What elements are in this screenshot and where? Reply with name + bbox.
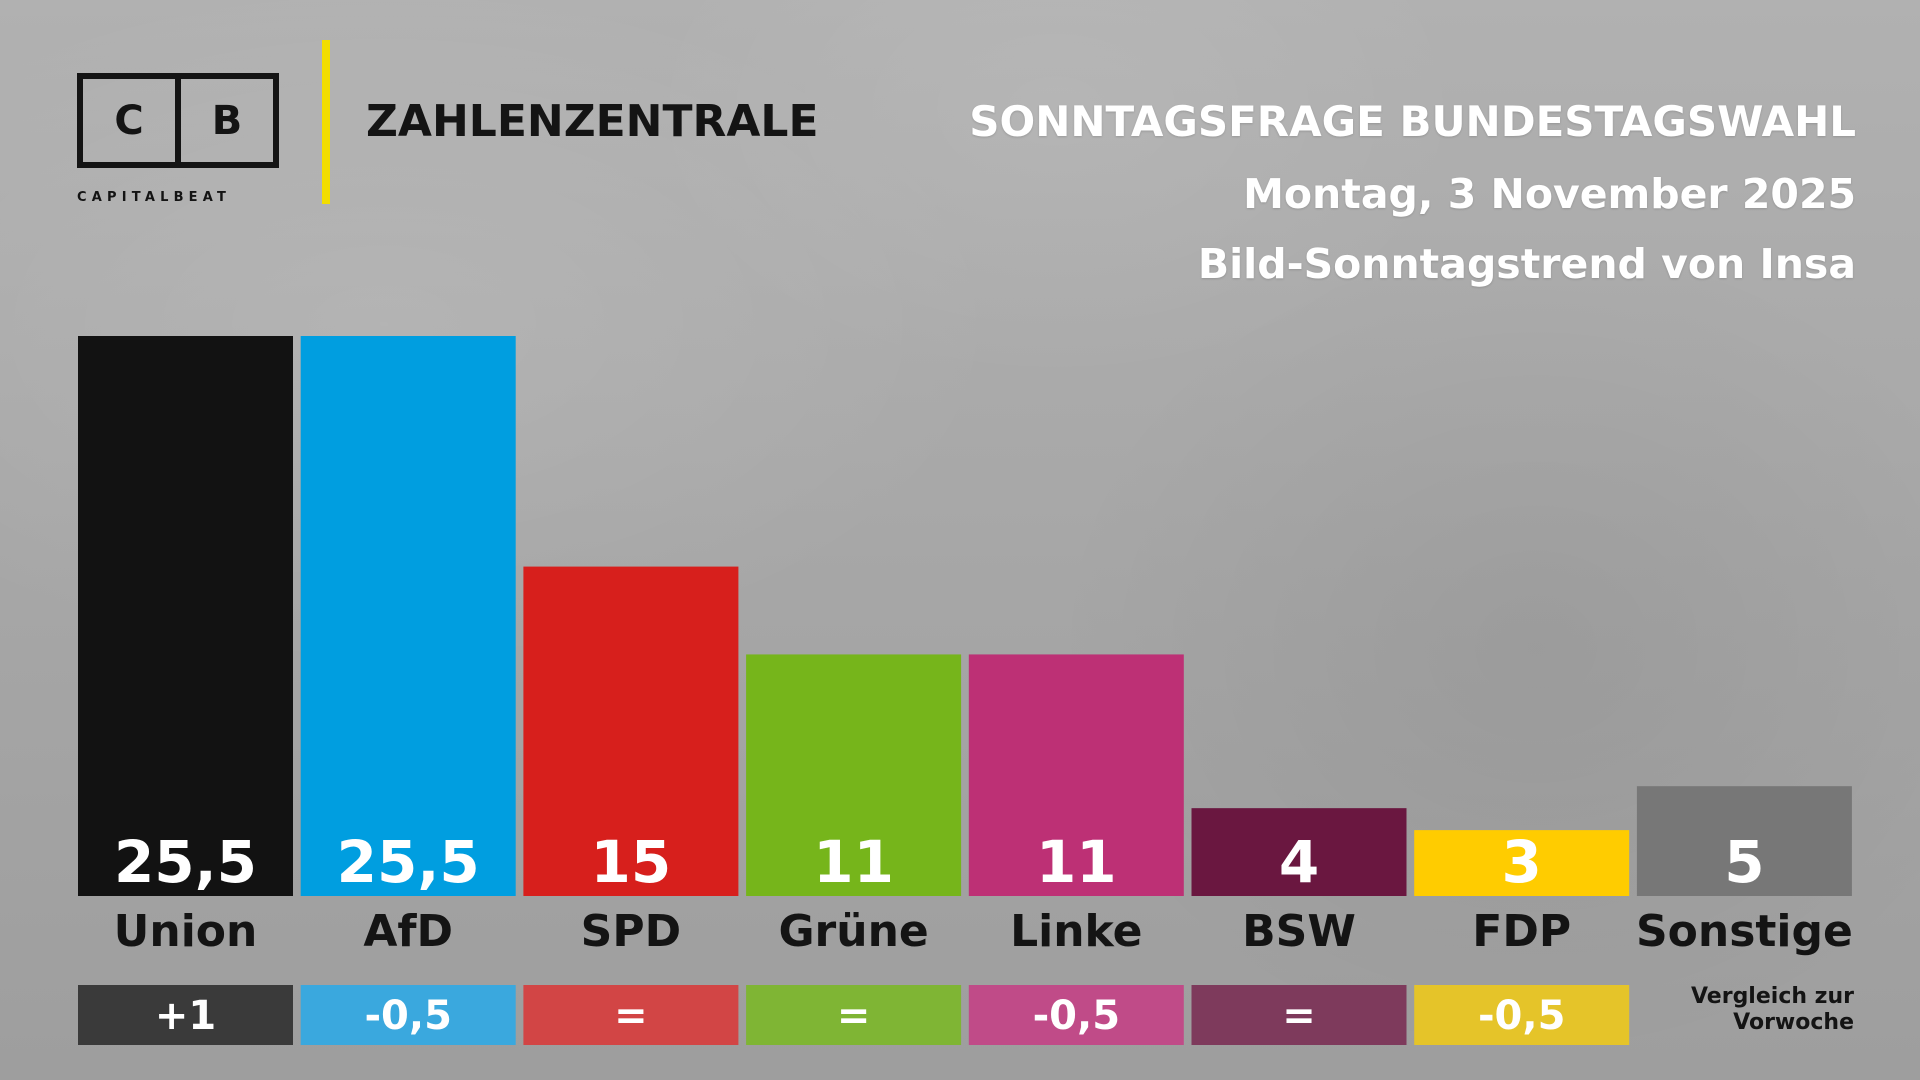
party-label-spd: SPD xyxy=(581,906,681,957)
party-label-fdp: FDP xyxy=(1472,906,1571,957)
bar-bsw xyxy=(1191,808,1407,896)
change-box-linke xyxy=(968,985,1184,1045)
bar-value-spd: 15 xyxy=(591,828,672,896)
accent-divider xyxy=(322,40,330,204)
change-label-linke: -0,5 xyxy=(1033,993,1120,1039)
bar-value-union: 25,5 xyxy=(114,828,257,896)
logo-letter-c: C xyxy=(114,97,144,144)
logo-wordmark: CAPITALBEAT xyxy=(77,190,232,205)
change-box-bsw xyxy=(1191,985,1407,1045)
change-box-fdp xyxy=(1414,985,1630,1045)
bar-value-bsw: 4 xyxy=(1279,828,1319,896)
change-label-gruene: = xyxy=(837,993,871,1039)
change-box-gruene xyxy=(746,985,962,1045)
chart-source: Bild-Sonntagstrend von Insa xyxy=(1197,240,1856,288)
change-label-spd: = xyxy=(614,993,648,1039)
capitalbeat-logo: C B xyxy=(77,73,279,168)
bar-linke xyxy=(968,654,1184,896)
change-box-union xyxy=(78,985,293,1045)
party-label-afd: AfD xyxy=(363,906,453,957)
change-label-afd: -0,5 xyxy=(364,993,451,1039)
party-label-union: Union xyxy=(114,906,258,957)
bar-value-fdp: 3 xyxy=(1502,828,1542,896)
party-label-sonstige: Sonstige xyxy=(1636,906,1853,957)
bar-gruene xyxy=(746,654,962,896)
bar-value-sonstige: 5 xyxy=(1724,828,1764,896)
bar-afd xyxy=(300,336,516,896)
bar-sonstige xyxy=(1636,786,1852,896)
bar-spd xyxy=(523,566,739,896)
chart-date: Montag, 3 November 2025 xyxy=(1243,170,1856,218)
party-label-bsw: BSW xyxy=(1242,906,1356,957)
change-box-spd xyxy=(523,985,739,1045)
change-label-fdp: -0,5 xyxy=(1478,993,1565,1039)
party-label-linke: Linke xyxy=(1010,906,1142,957)
change-label-union: +1 xyxy=(155,993,216,1039)
logo-letter-b: B xyxy=(211,97,243,144)
bar-union xyxy=(78,336,293,896)
bar-value-linke: 11 xyxy=(1036,828,1117,896)
bar-value-afd: 25,5 xyxy=(337,828,480,896)
bar-value-gruene: 11 xyxy=(813,828,894,896)
change-label-bsw: = xyxy=(1282,993,1316,1039)
party-label-gruene: Grüne xyxy=(778,906,928,957)
logo-divider xyxy=(175,79,181,162)
chart-title: SONNTAGSFRAGE BUNDESTAGSWAHL xyxy=(969,97,1856,146)
change-box-afd xyxy=(300,985,516,1045)
bar-fdp xyxy=(1414,830,1630,896)
section-label: ZAHLENZENTRALE xyxy=(366,96,819,147)
compare-note: Vergleich zur Vorwoche xyxy=(1690,984,1854,1035)
